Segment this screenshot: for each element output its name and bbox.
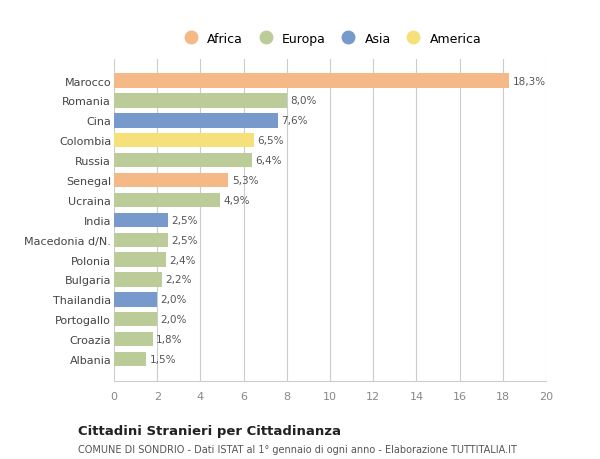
Text: 5,3%: 5,3% <box>232 176 258 185</box>
Text: 8,0%: 8,0% <box>290 96 316 106</box>
Text: Cittadini Stranieri per Cittadinanza: Cittadini Stranieri per Cittadinanza <box>78 425 341 437</box>
Text: 1,8%: 1,8% <box>156 335 182 344</box>
Text: 2,2%: 2,2% <box>165 275 191 285</box>
Bar <box>114 352 146 366</box>
Bar <box>114 313 157 327</box>
Text: 2,0%: 2,0% <box>160 314 187 325</box>
Bar <box>114 253 166 267</box>
Bar <box>114 74 509 89</box>
Text: 18,3%: 18,3% <box>512 77 545 86</box>
Text: 2,0%: 2,0% <box>160 295 187 305</box>
Text: 2,4%: 2,4% <box>169 255 196 265</box>
Bar <box>114 292 157 307</box>
Text: 7,6%: 7,6% <box>281 116 308 126</box>
Bar <box>114 134 254 148</box>
Bar <box>114 332 153 347</box>
Bar <box>114 114 278 128</box>
Bar <box>114 233 168 247</box>
Bar <box>114 273 161 287</box>
Bar <box>114 193 220 207</box>
Bar <box>114 213 168 228</box>
Text: 2,5%: 2,5% <box>171 215 198 225</box>
Text: 6,4%: 6,4% <box>256 156 282 166</box>
Text: 6,5%: 6,5% <box>257 136 284 146</box>
Bar <box>114 94 287 108</box>
Bar <box>114 174 229 188</box>
Text: 1,5%: 1,5% <box>149 354 176 364</box>
Legend: Africa, Europa, Asia, America: Africa, Europa, Asia, America <box>175 29 485 50</box>
Text: 4,9%: 4,9% <box>223 196 250 206</box>
Text: COMUNE DI SONDRIO - Dati ISTAT al 1° gennaio di ogni anno - Elaborazione TUTTITA: COMUNE DI SONDRIO - Dati ISTAT al 1° gen… <box>78 444 517 454</box>
Text: 2,5%: 2,5% <box>171 235 198 245</box>
Bar <box>114 154 252 168</box>
